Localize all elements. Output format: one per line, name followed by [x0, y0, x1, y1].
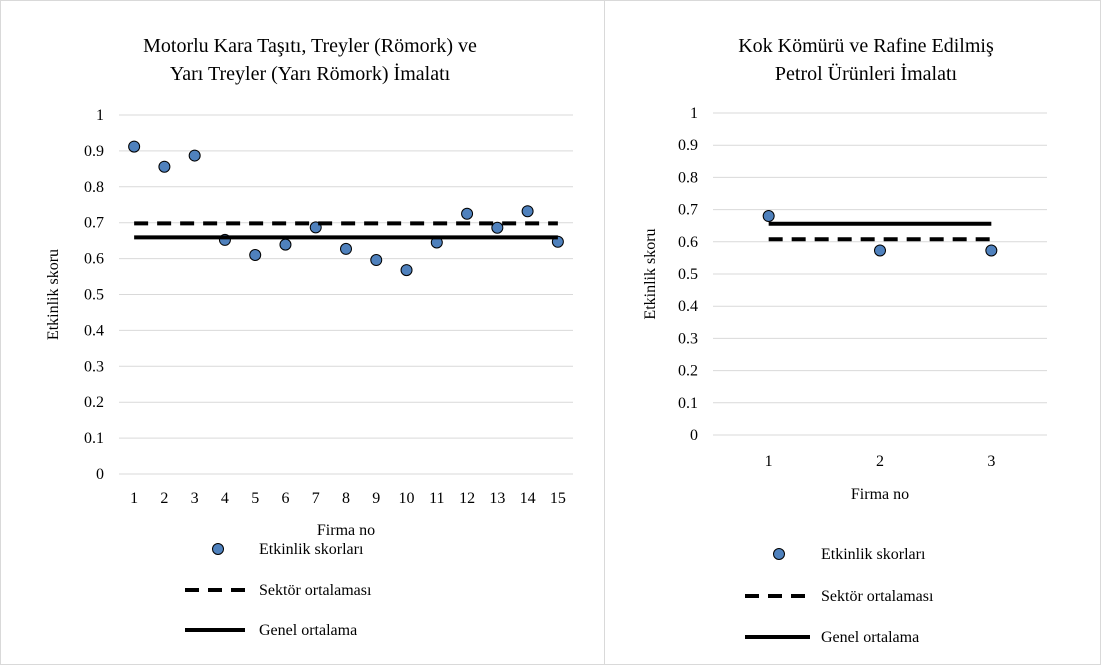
y-tick-label: 0.9 [84, 143, 104, 160]
x-tick-label: 2 [876, 453, 884, 470]
chart-motorlu-kara-tasiti: Motorlu Kara Taşıtı, Treyler (Römork) ve… [45, 35, 573, 639]
chart-title-line: Petrol Ürünleri İmalatı [775, 62, 958, 85]
score-point [762, 210, 775, 223]
y-tick-label: 0.8 [84, 179, 104, 196]
y-tick-label: 0.6 [84, 251, 104, 268]
x-tick-label: 8 [342, 490, 350, 507]
y-tick-label: 0.4 [84, 322, 104, 339]
x-axis-label: Firma no [851, 486, 909, 503]
x-tick-label: 2 [160, 490, 168, 507]
x-tick-label: 3 [191, 490, 199, 507]
y-tick-label: 0.2 [84, 394, 104, 411]
chart-title-line: Yarı Treyler (Yarı Römork) İmalatı [170, 62, 451, 85]
y-tick-label: 0.3 [678, 330, 698, 347]
x-tick-label: 3 [987, 453, 995, 470]
score-point [985, 244, 998, 257]
x-tick-label: 15 [550, 490, 566, 507]
x-tick-label: 11 [429, 490, 444, 507]
score-point [249, 249, 262, 262]
x-tick-label: 9 [372, 490, 380, 507]
score-point [370, 254, 383, 267]
x-tick-label: 1 [765, 453, 773, 470]
score-point [461, 207, 474, 220]
x-tick-label: 5 [251, 490, 259, 507]
y-tick-label: 1 [690, 105, 698, 122]
chart-kok-komuru: Kok Kömürü ve Rafine Edilmiş Petrol Ürünl… [642, 35, 1047, 646]
y-tick-label: 0.3 [84, 358, 104, 375]
x-tick-label: 14 [520, 490, 536, 507]
x-tick-label: 10 [399, 490, 415, 507]
chart-title-line: Motorlu Kara Taşıtı, Treyler (Römork) ve [143, 35, 477, 57]
y-tick-label: 0.8 [678, 169, 698, 186]
score-point [158, 160, 171, 173]
y-axis-label: Etkinlik skoru [642, 228, 659, 319]
legend-label: Genel ortalama [821, 629, 919, 646]
score-point [521, 205, 534, 218]
x-axis-label: Firma no [317, 522, 375, 539]
x-tick-label: 12 [459, 490, 475, 507]
y-tick-label: 0.5 [678, 266, 698, 283]
x-tick-label: 4 [221, 490, 229, 507]
y-tick-label: 0 [690, 427, 698, 444]
y-tick-label: 0.1 [84, 430, 104, 447]
y-tick-label: 0.9 [678, 137, 698, 154]
score-point [188, 149, 201, 162]
y-tick-label: 0.2 [678, 363, 698, 380]
chart-title-line: Kok Kömürü ve Rafine Edilmiş [738, 35, 994, 57]
score-point [400, 264, 413, 277]
y-tick-label: 0.4 [678, 298, 698, 315]
score-point [874, 244, 886, 257]
y-tick-label: 0.1 [678, 395, 698, 412]
y-tick-label: 0.6 [678, 234, 698, 251]
x-tick-label: 1 [130, 490, 138, 507]
y-tick-label: 0.7 [84, 215, 104, 232]
legend-marker-scores [212, 543, 224, 555]
legend-label: Genel ortalama [259, 622, 357, 639]
score-point [491, 221, 504, 234]
score-point [279, 238, 292, 251]
y-tick-label: 0.5 [84, 287, 104, 304]
y-tick-label: 1 [96, 107, 104, 124]
legend-label: Sektör ortalaması [821, 588, 934, 605]
legend-label: Etkinlik skorları [821, 546, 926, 563]
y-tick-label: 0 [96, 466, 104, 483]
y-axis-label: Etkinlik skoru [45, 249, 62, 340]
x-tick-label: 7 [312, 490, 320, 507]
x-tick-label: 6 [281, 490, 289, 507]
x-tick-label: 13 [489, 490, 505, 507]
score-point [340, 242, 352, 255]
legend-label: Etkinlik skorları [259, 541, 364, 558]
panel-divider [604, 0, 605, 665]
y-tick-label: 0.7 [678, 202, 698, 219]
score-point [128, 140, 141, 153]
legend-label: Sektör ortalaması [259, 582, 372, 599]
legend-marker-scores [773, 548, 785, 560]
